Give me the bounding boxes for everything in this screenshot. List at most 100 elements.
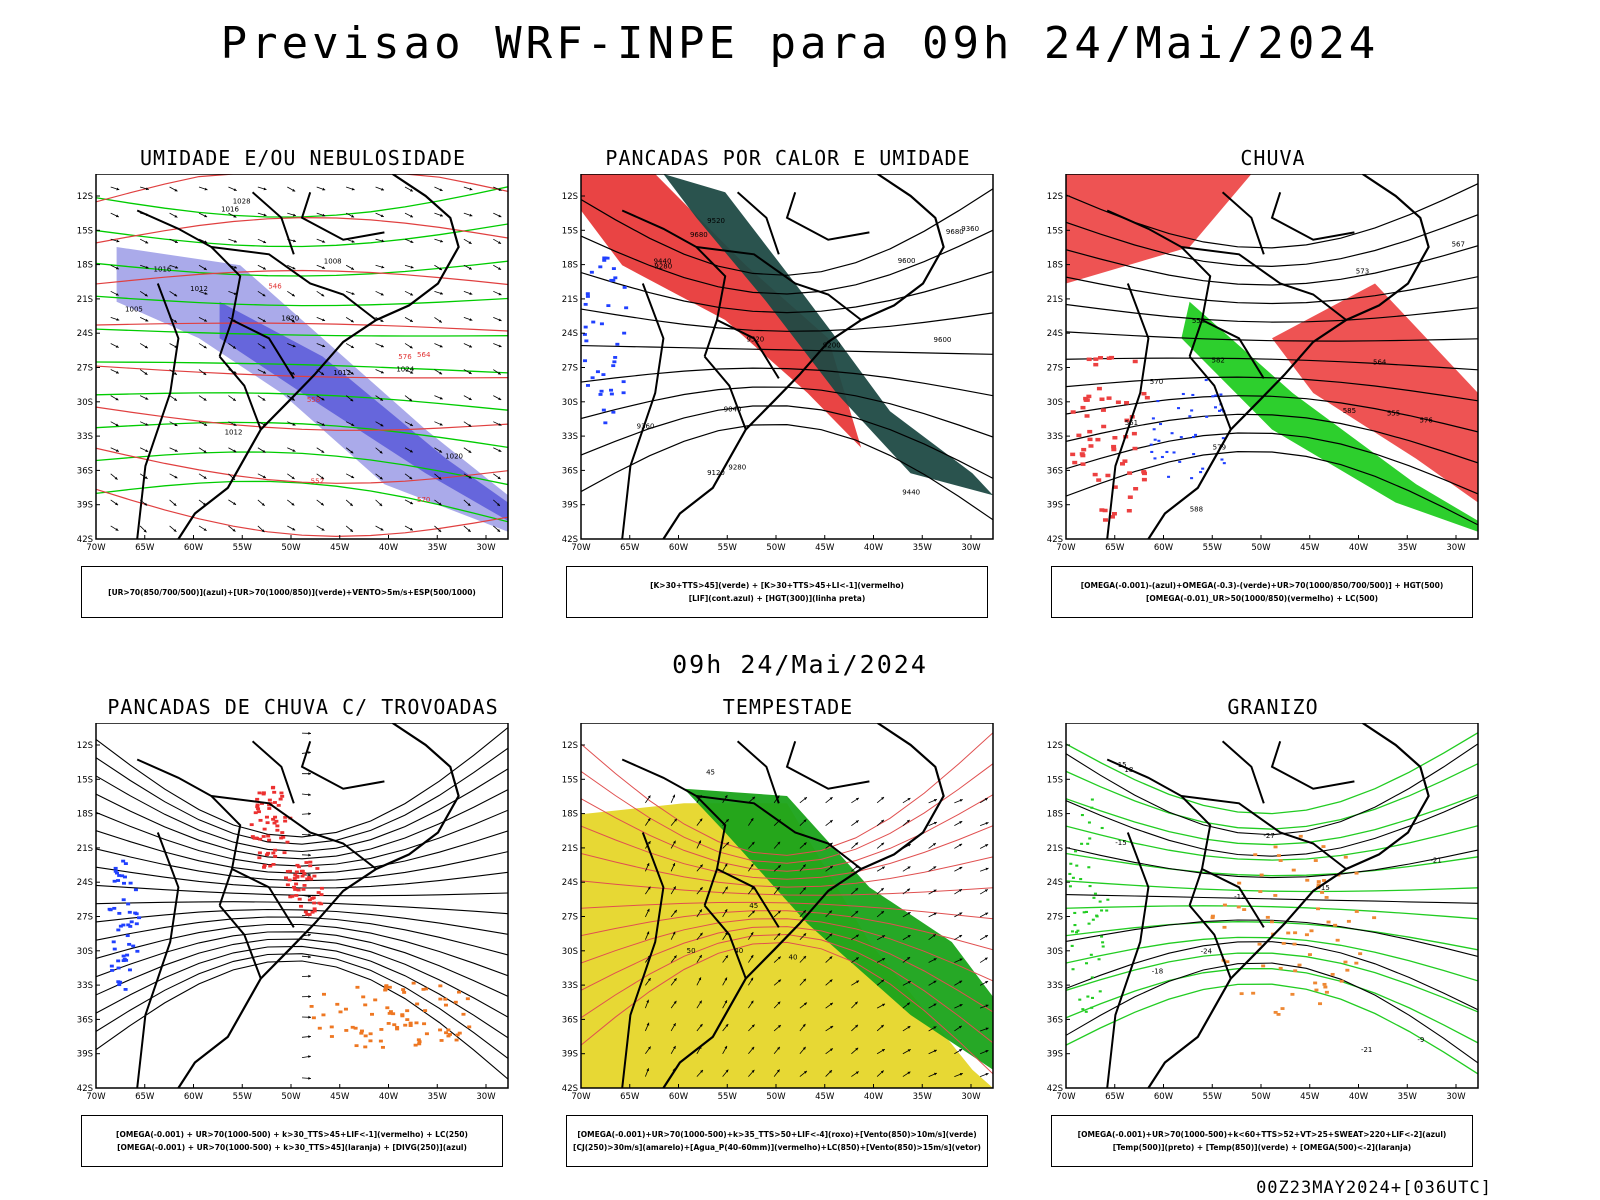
contour-label: 564 [417,351,431,359]
field-cell [583,325,588,329]
legend-line: [CJ(250)>30m/s](amarelo)+[Agua_P(40-60mm… [573,1143,981,1152]
field-cell [294,894,299,897]
field-cell [453,1000,458,1004]
lat-label: 39S [77,501,93,511]
country-border [1270,740,1355,790]
field-cell [467,1025,472,1029]
field-cell [117,983,122,987]
field-cell [443,997,448,1001]
wind-vector-head [468,424,472,427]
contour-line [96,328,508,337]
field-cell [359,1031,364,1035]
wind-vector-head [439,396,443,400]
field-cell [1099,397,1105,402]
field-cell [424,987,429,991]
lat-label: 42S [562,535,578,545]
field-cell [1098,990,1102,993]
wind-vector-head [726,842,730,846]
field-cell [121,959,126,963]
field-cell [118,924,123,928]
contour-label: 573 [1356,268,1369,276]
field-cell [129,920,134,924]
field-cell [113,869,118,873]
field-cell [116,980,121,984]
field-cell [411,981,416,985]
lat-label: 36S [562,466,578,476]
contour-label: 9280 [728,463,746,471]
field-cell [1222,903,1227,907]
field-cell [298,904,303,908]
field-cell [309,1004,314,1008]
lat-label: 33S [1047,432,1063,442]
wind-vector-head [497,529,501,532]
wind-vector-head [173,528,177,532]
field-cell [264,853,269,857]
field-cell [321,1013,326,1017]
field-cell [1102,508,1108,513]
field-area [581,803,993,1088]
country-border [1221,191,1265,255]
country-border [621,832,665,1088]
lat-label: 12S [1047,192,1063,202]
wind-vector-head [881,979,885,983]
wind-vector-head [145,318,149,322]
field-cell [123,988,128,991]
field-cell [622,331,627,335]
contour-label: 9520 [707,217,725,225]
lon-label: 65W [135,543,155,553]
field-cell [329,1025,334,1029]
lon-label: 45W [1300,1092,1320,1102]
contour-line [581,271,993,314]
wind-vector-head [145,187,149,191]
field-cell [1071,968,1075,971]
contour-line [96,488,508,538]
field-cell [254,836,259,840]
wind-vector-head [115,345,119,348]
wind-vector-head [907,912,911,915]
field-cell [1096,478,1102,482]
wind-vector-head [498,449,502,452]
map-background [1066,723,1478,1088]
wind-vector-head [292,449,296,452]
contour-label: 579 [1213,443,1226,451]
contour-label: -15 [1115,839,1126,847]
wind-vector-head [438,476,442,480]
contour-label: 40 [789,954,798,962]
wind-vector-head [261,529,265,533]
field-cell [127,968,132,972]
map-frame [1065,174,1479,540]
field-cell [312,907,317,911]
field-cell [1339,979,1344,983]
field-cell [294,870,299,874]
field-cell [1167,475,1171,478]
contour-line [1066,214,1478,268]
wind-vector-head [308,833,311,837]
lat-label: 33S [77,432,93,442]
lon-label: 35W [428,543,448,553]
wind-vector-head [174,188,178,192]
lon-label: 50W [281,543,301,553]
wind-vector-head [673,1023,676,1027]
contour-label: 582 [1212,356,1225,364]
field-cell [1354,871,1359,875]
lon-label: 45W [330,543,350,553]
field-cell [343,1007,348,1011]
field-cell [615,342,620,346]
contour-line [96,848,508,882]
field-cell [1080,405,1086,410]
wind-vector-head [698,977,702,981]
wind-vector-head [381,265,385,269]
wind-vector-head [646,999,649,1003]
wind-vector-head [933,799,937,802]
field-cell [344,1029,349,1032]
wind-vector-head [291,476,295,480]
field-cell [601,408,606,412]
coastline [1147,174,1430,539]
field-cell [302,872,307,875]
field-cell [273,848,278,852]
wind-vector-head [115,397,119,401]
wind-vector-head [263,240,267,244]
wind-vector-head [777,910,781,914]
